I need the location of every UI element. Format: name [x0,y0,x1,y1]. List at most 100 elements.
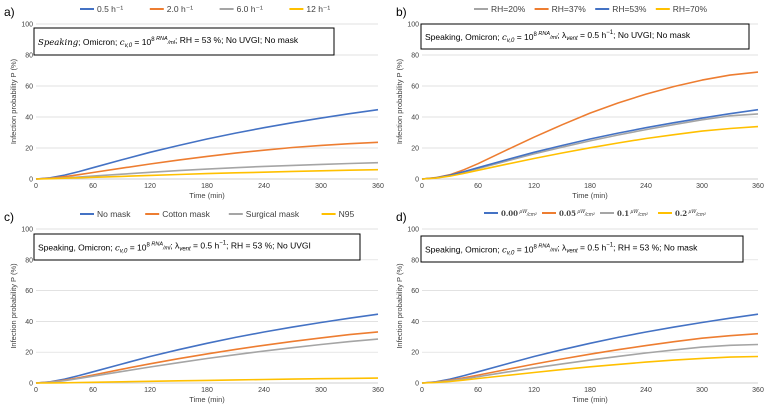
x-tick-label: 300 [696,387,708,394]
y-tick-label: 20 [411,146,419,153]
series-line-1 [35,313,379,384]
annotation-box: Speaking, Omicron; cv,0 = 108 RNA/ml; λv… [33,233,361,261]
y-tick-label: 80 [25,257,33,264]
x-axis-label: Time (min) [189,191,225,200]
legend-entry: 0.05 μW/cm² [559,209,595,218]
y-tick-label: 100 [407,22,419,29]
panel-label: d) [396,210,407,224]
y-tick-label: 0 [415,177,419,184]
x-tick-label: 240 [640,387,652,394]
series-line-4 [35,377,379,384]
y-tick-label: 100 [21,22,33,29]
x-tick-label: 180 [584,183,596,190]
series-line-3 [35,338,379,384]
annotation-frame [420,23,750,50]
panel-b: 0 20 40 60 80 100 0 60 120 180 240 300 360 Time (min)… [395,4,764,200]
annotation-text: Speaking, Omicron; cv,0 = 108 RNA/ml; λv… [425,243,698,257]
panel-c: 0 20 40 60 80 100 0 60 120 180 240 300 360 Time (min)… [4,209,384,404]
series-line-3 [421,343,759,384]
panel-label: b) [396,5,407,19]
legend-entry: 0.00 μW/cm² [501,209,537,218]
legend-entry: RH=53% [612,4,647,14]
y-tick-label: 0 [415,381,419,388]
y-tick-label: 20 [411,350,419,357]
annotation-text: Speaking, Omicron; cv,0 = 108 RNA/ml; λv… [425,30,691,44]
x-axis-label: Time (min) [572,395,608,404]
x-axis-label: Time (min) [189,395,225,404]
y-axis-label: Infection probability P (%) [395,263,404,349]
legend: 0.00 μW/cm² 0.05 μW/cm² 0.1 μW/cm² 0.2 μW/c… [484,209,706,218]
series-line-3 [421,108,759,180]
y-tick-label: 60 [25,288,33,295]
x-tick-label: 180 [201,387,213,394]
series-line-4 [421,355,759,384]
x-tick-label: 0 [420,387,424,394]
series-line-4 [35,168,379,180]
legend-entry: 0.2 μW/cm² [675,209,706,218]
x-tick-label: 180 [584,387,596,394]
legend: 0.5 h⁻¹ 2.0 h⁻¹ 6.0 h⁻¹ 12 h⁻¹ [80,4,330,14]
y-tick-label: 80 [25,53,33,60]
x-tick-label: 240 [258,183,270,190]
y-tick-label: 60 [411,84,419,91]
annotation-box: Speaking, Omicron; cv,0 = 108 RNA/ml; λv… [420,235,744,263]
x-tick-label: 360 [752,387,764,394]
x-tick-label: 60 [474,183,482,190]
y-tick-label: 40 [25,115,33,122]
panel-label: c) [4,210,14,224]
y-tick-label: 60 [411,288,419,295]
y-tick-label: 40 [411,319,419,326]
annotation-box: Speaking, Omicron; cv,0 = 108 RNA/ml; λv… [420,23,750,50]
series-line-2 [35,331,379,384]
legend-entry: RH=70% [673,4,708,14]
x-tick-label: 60 [89,387,97,394]
legend-entry: 6.0 h⁻¹ [237,4,263,14]
series-line-1 [35,108,379,180]
annotation-frame [33,233,361,261]
x-tick-label: 0 [420,183,424,190]
panel-a: 0 20 40 60 80 100 0 60 120 180 240 300 360 Time (min)… [4,4,384,200]
x-axis-label: Time (min) [572,191,608,200]
series-line-2 [421,71,759,180]
legend-entry: Cotton mask [162,209,210,219]
legend-entry: 0.1 μW/cm² [617,209,648,218]
panel-label: a) [4,5,15,19]
y-tick-label: 80 [411,53,419,60]
y-tick-label: 80 [411,257,419,264]
y-axis-label: Infection probability P (%) [395,58,404,144]
annotation-frame [420,235,744,263]
x-tick-label: 60 [474,387,482,394]
annotation-text: Speaking; Omicron; cv,0 = 108 RNA/ml; RH… [38,35,299,49]
y-tick-label: 40 [411,115,419,122]
y-axis-label: Infection probability P (%) [9,263,18,349]
x-tick-label: 120 [528,183,540,190]
x-tick-label: 300 [315,387,327,394]
y-tick-label: 20 [25,146,33,153]
legend-entry: RH=20% [491,4,526,14]
annotation-box: Speaking; Omicron; cv,0 = 108 RNA/ml; RH… [33,27,335,56]
y-tick-label: 60 [25,84,33,91]
y-tick-label: 0 [29,381,33,388]
legend-entry: No mask [97,209,131,219]
y-axis-label: Infection probability P (%) [9,58,18,144]
series-line-4 [421,125,759,180]
x-tick-label: 360 [372,387,384,394]
annotation-text: Speaking, Omicron; cv,0 = 108 RNA/ml; λv… [38,241,311,255]
x-tick-label: 0 [34,183,38,190]
x-tick-label: 120 [144,183,156,190]
x-tick-label: 60 [89,183,97,190]
legend-entry: N95 [339,209,355,219]
y-tick-label: 20 [25,350,33,357]
y-tick-label: 0 [29,177,33,184]
x-tick-label: 360 [372,183,384,190]
legend: No mask Cotton mask Surgical mask N95 [80,209,354,219]
x-tick-label: 300 [696,183,708,190]
x-tick-label: 120 [144,387,156,394]
x-tick-label: 240 [258,387,270,394]
x-tick-label: 240 [640,183,652,190]
x-tick-label: 180 [201,183,213,190]
series-line-1 [421,313,759,384]
legend-entry: RH=37% [552,4,587,14]
legend-entry: Surgical mask [246,209,300,219]
annotation-frame [33,27,335,56]
